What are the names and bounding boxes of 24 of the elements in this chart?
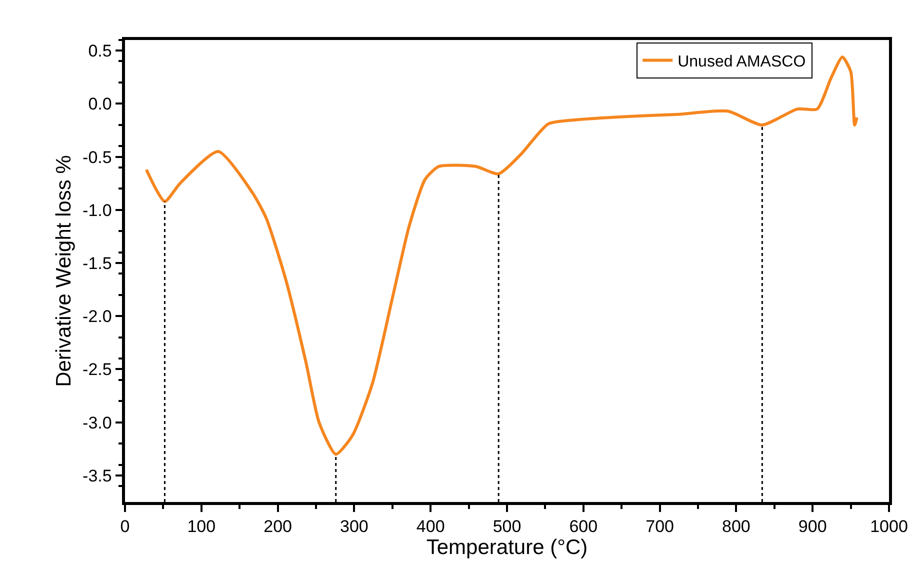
x-axis-title: Temperature (°C) <box>426 536 588 560</box>
y-tick-label: -1.5 <box>82 254 112 273</box>
y-tick-label: -2.0 <box>82 307 112 326</box>
legend-label: Unused AMASCO <box>678 53 806 70</box>
x-tick-label: 100 <box>187 517 216 536</box>
y-tick-label: -2.5 <box>82 360 112 380</box>
x-tick-label: 300 <box>340 517 368 536</box>
x-tick-label: 1000 <box>870 517 908 536</box>
y-tick-label: -3.0 <box>82 413 112 432</box>
x-tick-label: 900 <box>798 517 827 536</box>
x-tick-label: 0 <box>120 517 130 536</box>
x-tick-label: 400 <box>416 517 445 536</box>
y-tick-label: 0.5 <box>88 42 112 61</box>
x-tick-label: 600 <box>569 517 598 536</box>
y-tick-label: -3.5 <box>82 466 112 486</box>
y-axis-title: Derivative Weight loss % <box>52 155 76 387</box>
y-tick-label: 0.0 <box>88 94 112 114</box>
x-tick-label: 700 <box>646 517 674 536</box>
y-tick-label: -0.5 <box>82 148 112 167</box>
y-tick-label: -1.0 <box>82 200 112 220</box>
x-tick-label: 200 <box>264 517 292 536</box>
x-tick-label: 800 <box>722 517 750 536</box>
line-series <box>144 55 858 456</box>
x-tick-label: 500 <box>492 517 522 536</box>
